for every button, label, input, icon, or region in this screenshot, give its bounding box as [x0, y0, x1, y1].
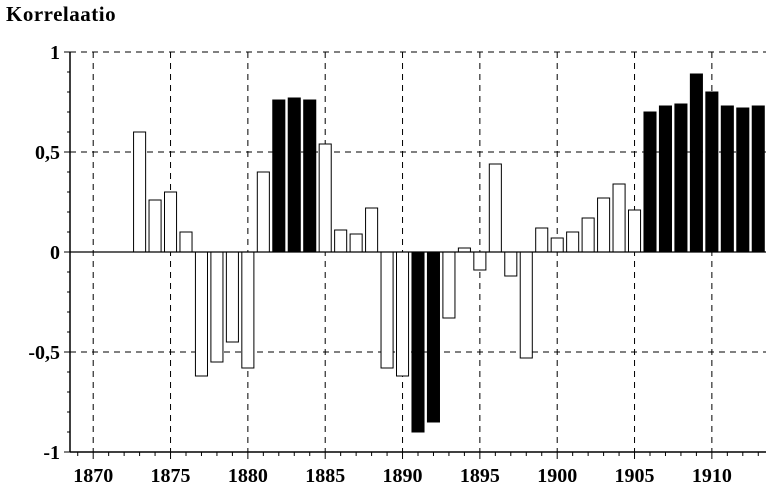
bar	[334, 229, 348, 253]
bar	[628, 209, 642, 253]
x-tick-label: 1870	[73, 465, 113, 487]
bar	[566, 231, 580, 253]
bar	[689, 73, 703, 253]
bar	[643, 111, 657, 253]
x-tick-label: 1905	[615, 465, 655, 487]
bar	[303, 99, 317, 253]
bar	[720, 105, 734, 253]
bar	[519, 251, 533, 359]
bar	[473, 251, 487, 271]
bar	[736, 107, 750, 253]
bar	[241, 251, 255, 369]
bar	[365, 207, 379, 253]
bars	[133, 73, 765, 433]
y-tick-label: -1	[43, 442, 60, 464]
bar	[133, 131, 147, 253]
bar	[349, 233, 363, 253]
bar	[164, 191, 178, 253]
bar	[426, 251, 440, 423]
x-tick-label: 1895	[460, 465, 500, 487]
x-tick-label: 1875	[151, 465, 191, 487]
bar	[396, 251, 410, 377]
bar	[179, 231, 193, 253]
y-tick-label: 0,5	[35, 142, 60, 164]
bar	[504, 251, 518, 277]
x-tick-label: 1910	[692, 465, 732, 487]
bar	[442, 251, 456, 319]
bar	[287, 97, 301, 253]
bar	[411, 251, 425, 433]
bar	[148, 199, 162, 253]
bar	[705, 91, 719, 253]
x-tick-label: 1885	[305, 465, 345, 487]
x-tick-label: 1900	[537, 465, 577, 487]
bar	[597, 197, 611, 253]
x-tick-label: 1890	[383, 465, 423, 487]
bar	[612, 183, 626, 253]
y-axis-title: Korrelaatio	[6, 2, 117, 26]
bar	[380, 251, 394, 369]
y-tick-label: -0,5	[28, 342, 60, 364]
bar	[581, 217, 595, 253]
y-tick-label: 1	[50, 42, 60, 64]
bar	[318, 143, 332, 253]
bar	[256, 171, 270, 253]
bar	[225, 251, 239, 343]
x-tick-label: 1880	[228, 465, 268, 487]
y-tick-label: 0	[50, 242, 60, 264]
bar	[751, 105, 765, 253]
axes	[64, 51, 766, 459]
bar	[210, 251, 224, 363]
bar	[535, 227, 549, 253]
bar	[194, 251, 208, 377]
bar	[488, 163, 502, 253]
bar	[272, 99, 286, 253]
tick-labels: 1 0,5 0 -0,5 -1 1870 1875 1880 1885 1890 1895 1900 1…	[28, 42, 732, 487]
bar	[550, 237, 564, 253]
bar	[658, 105, 672, 253]
bar	[674, 103, 688, 253]
